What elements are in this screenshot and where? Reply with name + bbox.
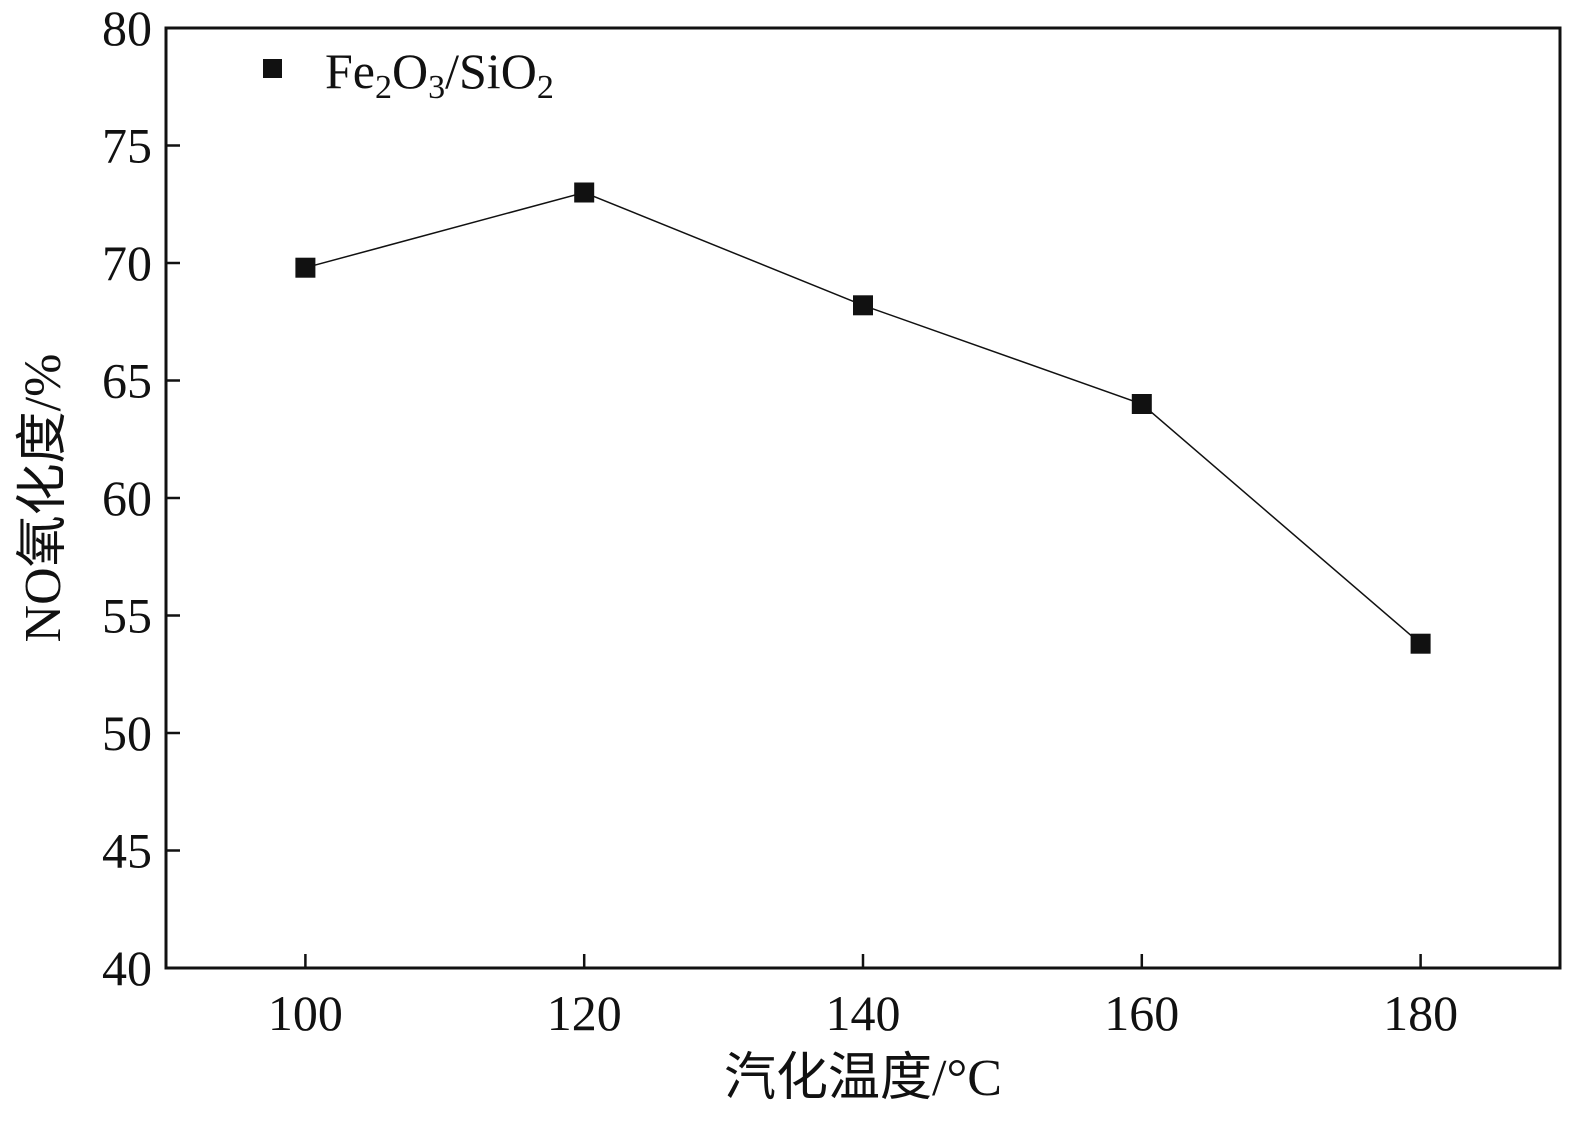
y-tick-label: 70 [102,235,152,291]
y-tick-label: 80 [102,0,152,56]
x-axis-title: 汽化温度/°C [724,1050,1002,1107]
legend-label-part: Fe [325,43,375,99]
y-tick-label: 75 [102,118,152,174]
y-tick-label: 40 [102,940,152,996]
y-axis-ticks: 40 45 50 55 60 65 70 75 80 [102,0,180,996]
y-tick-label: 60 [102,470,152,526]
x-axis-ticks: 100 120 140 160 180 [268,954,1458,1041]
legend: Fe2O3/SiO2 [263,43,554,106]
legend-marker [263,59,282,78]
legend-label-subscript: 2 [375,69,392,106]
legend-label-subscript: 2 [537,69,554,106]
plot-frame [164,26,1562,970]
legend-label: Fe2O3/SiO2 [325,43,554,106]
x-tick-label: 160 [1104,985,1179,1041]
y-tick-label: 65 [102,353,152,409]
data-point-marker [1410,633,1431,654]
series-layer [295,182,1431,654]
legend-label-part: /SiO [445,43,537,99]
legend-label-part: O [392,43,428,99]
y-tick-label: 50 [102,705,152,761]
legend-label-subscript: 3 [428,69,445,106]
y-tick-label: 45 [102,823,152,879]
data-point-marker [1131,394,1152,414]
x-tick-label: 100 [268,985,343,1041]
x-tick-label: 180 [1383,985,1458,1041]
data-point-marker [295,257,316,278]
x-tick-label: 140 [826,985,901,1041]
x-tick-label: 120 [547,985,622,1041]
series-line [305,191,1422,645]
data-point-marker [853,295,873,316]
y-axis-title: NO氧化度/% [15,354,72,643]
y-tick-label: 55 [102,588,152,644]
data-point-marker [574,182,595,203]
